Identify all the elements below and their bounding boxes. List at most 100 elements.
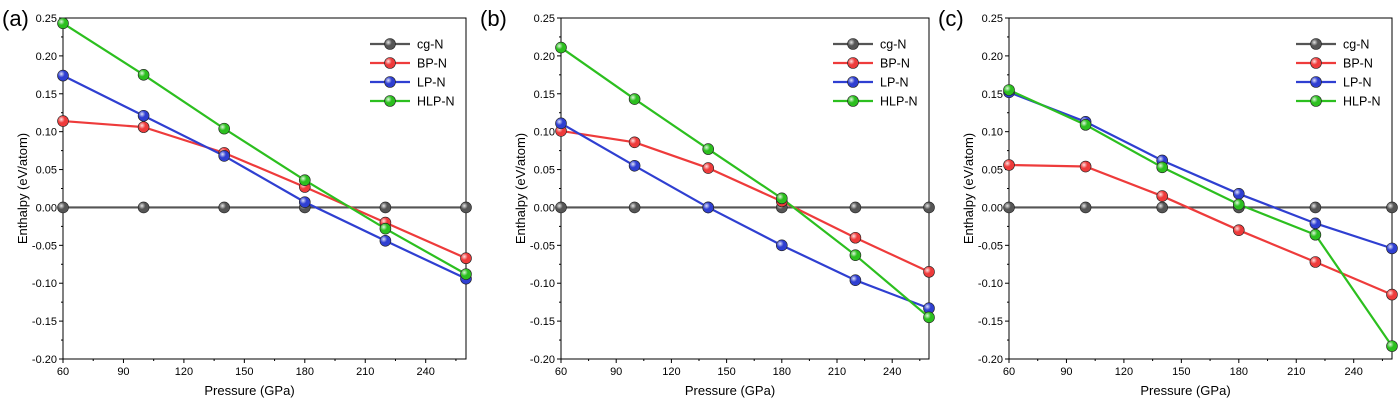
y-tick-label: 0.05 [534, 165, 555, 177]
data-point-highlight [379, 201, 391, 213]
chart-panel-2: 0.25 0.20 0.15 0.10 0.05 0.00 -0.05 -0.10 -0.15 -… [480, 6, 935, 398]
data-point-highlight [57, 201, 69, 213]
x-tick-label: 90 [610, 366, 622, 378]
plot-frame [62, 17, 467, 360]
x-tick-label: 180 [773, 366, 791, 378]
x-tick-label: 120 [175, 366, 193, 378]
y-tick-label: 0.25 [982, 13, 1003, 25]
x-tick-label: 150 [235, 366, 253, 378]
data-point-highlight [1080, 161, 1092, 173]
legend-label: cg-N [417, 38, 443, 52]
y-tick-label: 0.00 [982, 202, 1003, 214]
legend: cg-N BP-N LP-N HLP-N [833, 38, 918, 109]
x-tick-label: 60 [1003, 366, 1015, 378]
data-point-highlight [923, 201, 935, 213]
data-point-highlight [1309, 201, 1321, 213]
y-tick-label: -0.05 [32, 240, 57, 252]
data-point-highlight [1386, 289, 1398, 301]
data-point-highlight [218, 201, 230, 213]
legend-label: HLP-N [417, 95, 455, 109]
data-point-highlight [1156, 201, 1168, 213]
series-line-HLP-N [560, 46, 930, 319]
y-tick-label: -0.05 [530, 240, 555, 252]
series-line-HLP-N [62, 22, 467, 276]
y-tick-label: 0.10 [982, 127, 1003, 139]
data-point-highlight [923, 266, 935, 278]
data-point-highlight [555, 117, 567, 129]
legend-marker-highlight [384, 57, 396, 69]
y-tick-label: -0.05 [978, 240, 1003, 252]
y-tick-label: 0.20 [36, 51, 57, 63]
legend-marker-highlight [847, 38, 859, 50]
y-axis-title: Enthalpy (eV/atom) [15, 133, 30, 244]
y-tick-label: -0.15 [530, 316, 555, 328]
series-line-BP-N [1008, 163, 1393, 296]
x-tick-label: 240 [883, 366, 901, 378]
y-axis-title: Enthalpy (eV/atom) [513, 133, 528, 244]
y-tick-label: 0.10 [36, 127, 57, 139]
y-tick-label: -0.15 [32, 316, 57, 328]
data-point-highlight [702, 162, 714, 174]
legend-label: cg-N [1343, 38, 1369, 52]
x-axis-title: Pressure (GPa) [1140, 383, 1230, 398]
data-point-highlight [1156, 190, 1168, 202]
data-point-highlight [629, 201, 641, 213]
y-tick-label: -0.20 [530, 354, 555, 366]
x-tick-label: 210 [1287, 366, 1305, 378]
x-tick-label: 60 [555, 366, 567, 378]
data-point-highlight [138, 110, 150, 122]
data-point-highlight [460, 268, 472, 280]
chart-panel-1: 0.25 0.20 0.15 0.10 0.05 0.00 -0.05 -0.10 -0.15 -… [2, 6, 472, 398]
data-point-highlight [1156, 161, 1168, 173]
panel-label: (a) [2, 6, 29, 31]
legend-label: HLP-N [880, 95, 918, 109]
x-tick-label: 150 [717, 366, 735, 378]
legend-marker-highlight [384, 95, 396, 107]
y-tick-label: 0.00 [36, 202, 57, 214]
legend: cg-N BP-N LP-N HLP-N [370, 38, 455, 109]
data-point-highlight [1080, 201, 1092, 213]
data-point-highlight [379, 223, 391, 235]
data-point-highlight [1003, 201, 1015, 213]
x-tick-label: 240 [417, 366, 435, 378]
panel-label: (c) [938, 6, 964, 31]
data-point-highlight [299, 196, 311, 208]
data-point-highlight [702, 201, 714, 213]
y-tick-label: 0.10 [534, 127, 555, 139]
legend-label: LP-N [880, 76, 908, 90]
series-line-LP-N [560, 122, 930, 310]
legend-marker-highlight [1310, 57, 1322, 69]
data-point-highlight [1003, 84, 1015, 96]
y-axis-title: Enthalpy (eV/atom) [961, 133, 976, 244]
x-tick-label: 240 [1345, 366, 1363, 378]
legend-label: HLP-N [1343, 95, 1381, 109]
legend: cg-N BP-N LP-N HLP-N [1296, 38, 1381, 109]
y-tick-label: -0.10 [32, 278, 57, 290]
data-point-highlight [299, 174, 311, 186]
legend-label: cg-N [880, 38, 906, 52]
data-point-highlight [702, 143, 714, 155]
x-axis-title: Pressure (GPa) [685, 383, 775, 398]
data-point-highlight [1309, 229, 1321, 241]
series-line-HLP-N [1008, 88, 1393, 347]
y-tick-label: 0.20 [534, 51, 555, 63]
data-point-highlight [379, 235, 391, 247]
x-tick-label: 210 [356, 366, 374, 378]
data-point-highlight [1309, 217, 1321, 229]
data-point-highlight [849, 274, 861, 286]
x-tick-label: 120 [1115, 366, 1133, 378]
series-line-BP-N [560, 129, 930, 273]
x-tick-label: 90 [1060, 366, 1072, 378]
series-line-LP-N [62, 74, 467, 280]
y-tick-label: 0.05 [982, 165, 1003, 177]
y-tick-label: 0.15 [982, 89, 1003, 101]
data-point-highlight [629, 160, 641, 172]
data-point-highlight [776, 192, 788, 204]
data-point-highlight [218, 123, 230, 135]
y-tick-label: -0.10 [978, 278, 1003, 290]
legend-marker-highlight [384, 38, 396, 50]
legend-label: BP-N [880, 57, 910, 71]
x-axis-title: Pressure (GPa) [204, 383, 294, 398]
data-point-highlight [1003, 159, 1015, 171]
x-tick-label: 90 [117, 366, 129, 378]
